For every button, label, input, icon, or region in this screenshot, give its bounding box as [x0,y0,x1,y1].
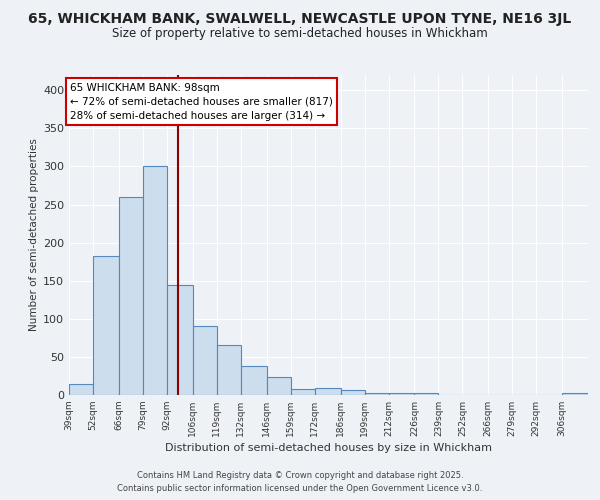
Bar [193,326,217,395]
Bar [365,392,389,395]
Bar [217,346,241,395]
Bar [93,256,119,395]
Text: 65 WHICKHAM BANK: 98sqm
← 72% of semi-detached houses are smaller (817)
28% of s: 65 WHICKHAM BANK: 98sqm ← 72% of semi-de… [70,82,333,120]
Bar [562,394,588,395]
Bar [389,394,415,395]
Bar [241,366,266,395]
Bar [167,284,193,395]
Bar [119,197,143,395]
X-axis label: Distribution of semi-detached houses by size in Whickham: Distribution of semi-detached houses by … [165,443,492,453]
Bar [266,376,290,395]
Text: Contains public sector information licensed under the Open Government Licence v3: Contains public sector information licen… [118,484,482,493]
Text: Size of property relative to semi-detached houses in Whickham: Size of property relative to semi-detach… [112,28,488,40]
Bar [415,394,439,395]
Bar [143,166,167,395]
Bar [314,388,341,395]
Bar [69,384,93,395]
Text: Contains HM Land Registry data © Crown copyright and database right 2025.: Contains HM Land Registry data © Crown c… [137,470,463,480]
Bar [341,390,365,395]
Y-axis label: Number of semi-detached properties: Number of semi-detached properties [29,138,39,332]
Text: 65, WHICKHAM BANK, SWALWELL, NEWCASTLE UPON TYNE, NE16 3JL: 65, WHICKHAM BANK, SWALWELL, NEWCASTLE U… [28,12,572,26]
Bar [290,389,314,395]
